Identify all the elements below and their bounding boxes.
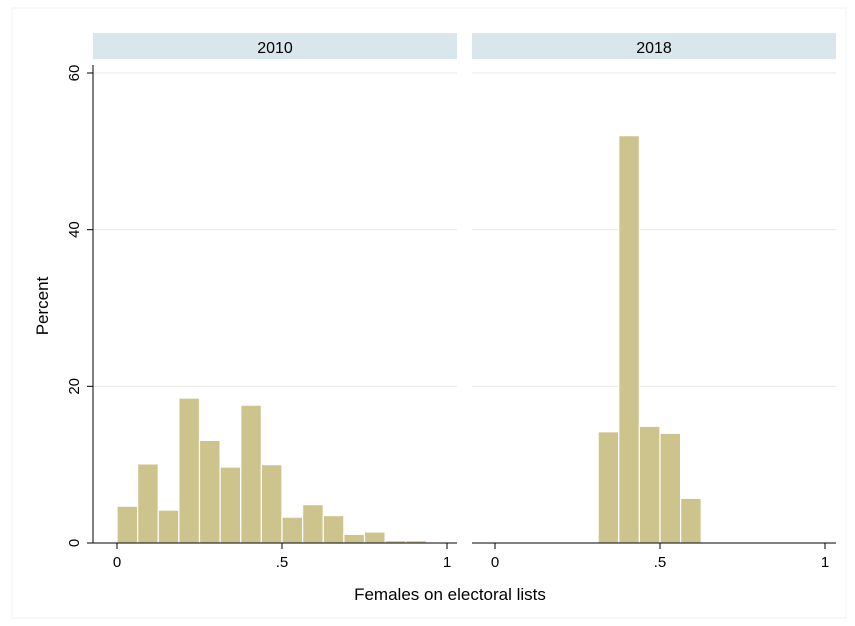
panel-2018: 2018 0 .5 1: [472, 33, 836, 571]
x-tick-label: 0: [491, 554, 499, 571]
histogram-bar: [618, 135, 640, 544]
x-tick-label: 0: [113, 554, 121, 571]
histogram-bar: [240, 404, 262, 544]
histogram-bar: [302, 504, 324, 544]
histogram-bar: [157, 509, 180, 544]
panel-title: 2010: [257, 40, 293, 57]
x-tick-label: .5: [276, 554, 289, 571]
panel-title: 2018: [636, 40, 672, 57]
panel-2010: 2010 0 .5 1: [93, 33, 457, 571]
y-axis: 0 20 40 60: [66, 65, 94, 547]
y-tick-label: 60: [66, 65, 83, 82]
panel-strip: [93, 33, 457, 59]
histogram-bar: [198, 439, 221, 544]
histogram-bar: [178, 397, 201, 544]
histogram-bar: [597, 431, 620, 544]
panels-group: 2010 0 .5 1 2018 0 .5 1: [93, 33, 836, 571]
histogram-bar: [638, 425, 661, 544]
histogram-bar: [343, 533, 366, 544]
y-tick-label: 40: [66, 221, 83, 238]
histogram-bar: [659, 432, 682, 544]
histogram-bar: [219, 466, 242, 544]
panel-strip: [472, 33, 836, 59]
y-tick-label: 0: [66, 539, 83, 547]
histogram-bar: [116, 505, 139, 544]
histogram-bar: [363, 531, 386, 544]
histogram-bar: [137, 463, 159, 544]
x-tick-label: 1: [443, 554, 451, 571]
plot-border: [11, 7, 847, 619]
x-tick-label: 1: [821, 554, 829, 571]
y-axis-label: Percent: [33, 276, 52, 335]
x-axis-label: Females on electoral lists: [354, 585, 546, 604]
histogram-bar: [322, 514, 345, 544]
y-tick-label: 20: [66, 378, 83, 395]
histogram-bar: [281, 516, 304, 544]
histogram-bar: [260, 464, 283, 544]
histogram-bar: [680, 497, 702, 544]
x-tick-label: .5: [654, 554, 667, 571]
